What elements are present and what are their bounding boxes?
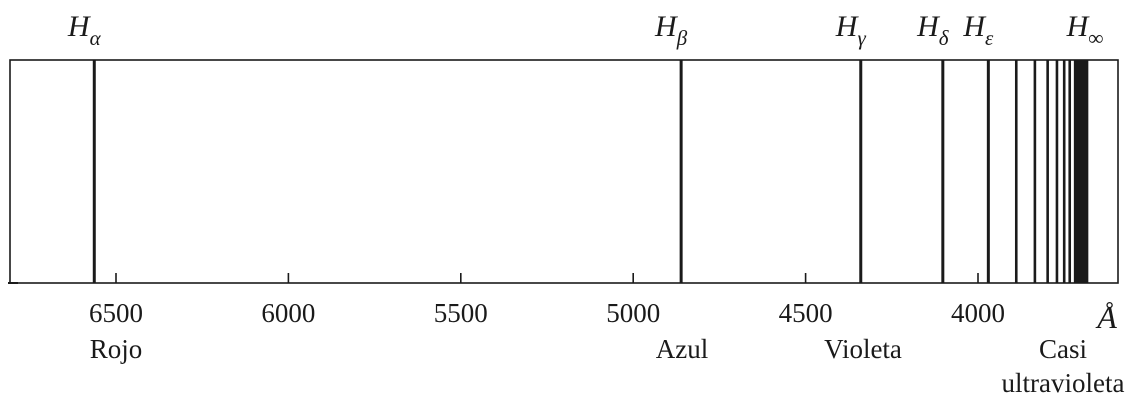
- spectrum-frame: [9, 59, 1119, 284]
- axis-tick-labels: 6500 6000 5500 5000 4500 4000: [89, 298, 1005, 328]
- series-limit-band: [1073, 60, 1089, 283]
- axis-tick-label-3: 5000: [606, 298, 660, 328]
- spectral-line-label-2: Hγ: [835, 10, 867, 50]
- spectral-lines: [92, 60, 1089, 283]
- axis-ticks: [115, 273, 979, 283]
- region-label-1-0: Azul: [656, 334, 708, 364]
- spectral-line-label-1: Hβ: [654, 10, 688, 50]
- spectral-line-label-3: Hδ: [916, 10, 950, 50]
- spectral-line-labels: Hα Hβ Hγ Hδ Hε H∞: [67, 10, 1103, 50]
- axis-tick-label-4: 4500: [779, 298, 833, 328]
- region-label-3-0: Casi: [1039, 334, 1087, 364]
- axis-tick-label-1: 6000: [261, 298, 315, 328]
- region-label-0-0: Rojo: [90, 334, 143, 364]
- region-label-2-0: Violeta: [824, 334, 902, 364]
- axis-unit-label: Å: [1095, 299, 1117, 335]
- spectral-line-label-0: Hα: [67, 10, 102, 50]
- axis-tick-label-5: 4000: [951, 298, 1005, 328]
- series-limit-label: H∞: [1066, 10, 1104, 50]
- axis-tick-label-2: 5500: [434, 298, 488, 328]
- axis-tick-label-0: 6500: [89, 298, 143, 328]
- color-region-labels: Rojo Azul Violeta Casi ultravioleta: [90, 334, 1125, 398]
- region-label-3-1: ultravioleta: [1002, 368, 1125, 398]
- spectral-line-label-4: Hε: [962, 10, 994, 50]
